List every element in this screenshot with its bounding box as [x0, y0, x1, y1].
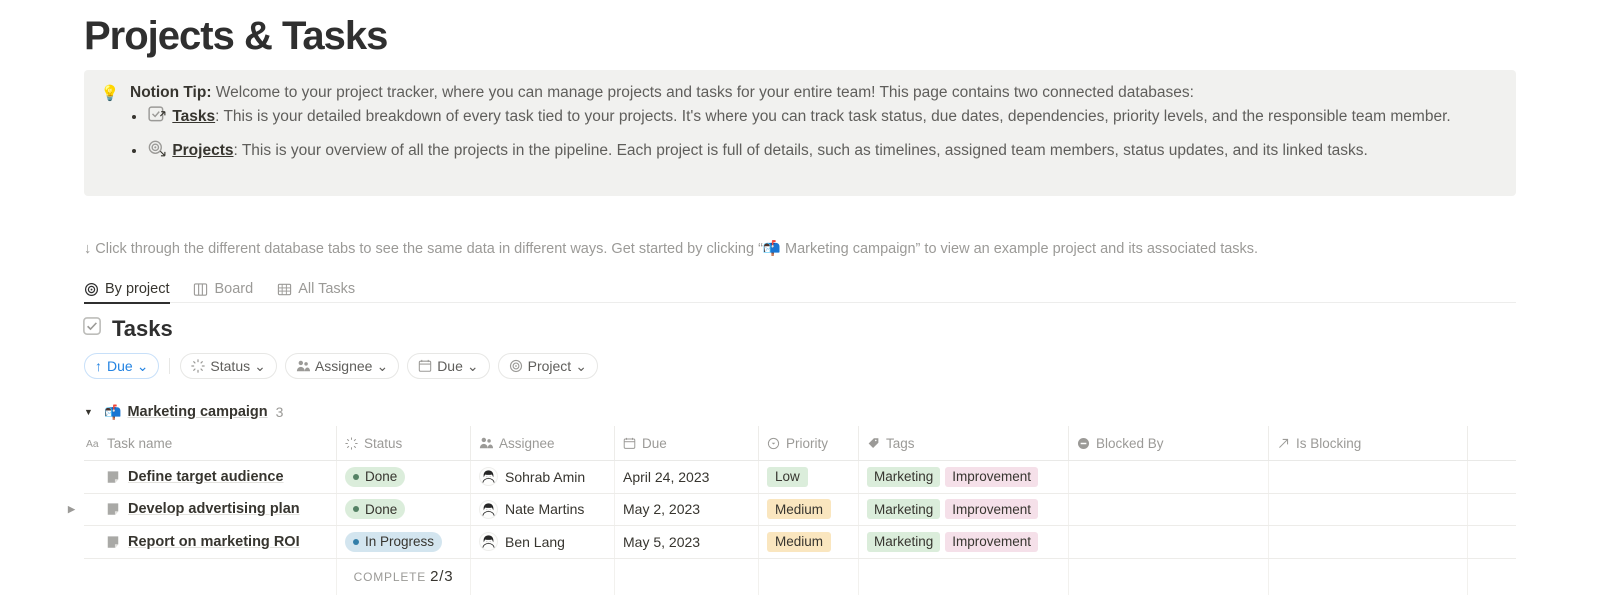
- svg-text:Aa: Aa: [86, 439, 99, 449]
